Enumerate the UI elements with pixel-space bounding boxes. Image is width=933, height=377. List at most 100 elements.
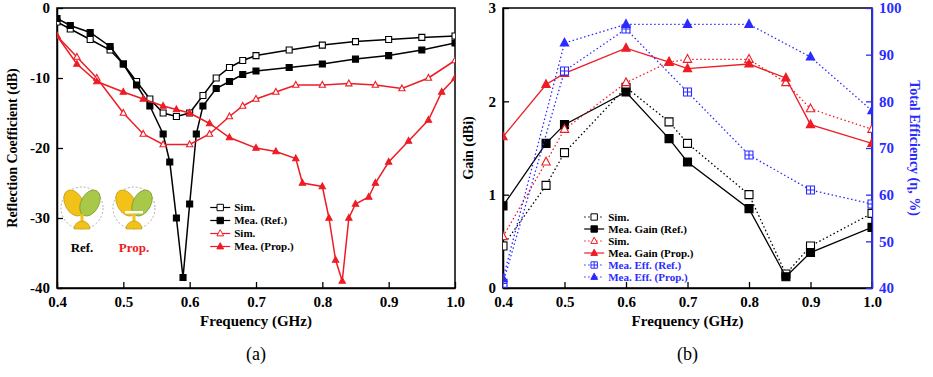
- series-marker: [452, 57, 455, 63]
- series-marker: [226, 113, 232, 119]
- y-axis-tick-mark: [57, 8, 63, 9]
- series-marker: [561, 67, 569, 75]
- inset-right-patch: [127, 186, 156, 219]
- y2-axis-tick: 80: [866, 94, 894, 110]
- series-marker: [560, 38, 568, 46]
- legend-entry: Mea. (Prop.): [210, 240, 294, 253]
- legend: Sim.Mea. (Ref.)Sim.Mea. (Prop.): [210, 201, 294, 253]
- series-marker: [193, 131, 199, 137]
- series-marker: [160, 131, 166, 137]
- inset-slot: [125, 211, 143, 214]
- y2-axis-tick-mark: [866, 148, 872, 149]
- series-marker: [293, 81, 299, 87]
- x-axis-tick-mark: [749, 282, 750, 288]
- series-marker: [425, 116, 431, 122]
- y-axis-tick-mark: [57, 218, 63, 219]
- x-axis-tick: 0.7: [679, 282, 698, 310]
- legend-entry: Mea. (Ref.): [210, 214, 287, 227]
- series-marker: [107, 44, 113, 50]
- y-axis-tick: -20: [30, 140, 63, 156]
- plot-frame: [57, 8, 455, 288]
- y-axis-tick-label: -40: [30, 280, 50, 296]
- plot-frame: [503, 8, 872, 288]
- legend-entry: Sim.: [584, 211, 629, 223]
- x-axis-tick: 0.5: [556, 282, 575, 310]
- y2-axis-tick: 90: [866, 47, 894, 63]
- series-marker: [868, 209, 872, 217]
- series-marker: [240, 58, 246, 64]
- x-axis-tick: 1.0: [446, 282, 465, 310]
- series-marker: [683, 64, 691, 72]
- series-marker: [503, 132, 507, 140]
- x-axis-tick-mark: [687, 282, 688, 288]
- series-marker: [386, 53, 392, 59]
- y2-axis-tick-mark: [866, 101, 872, 102]
- series-marker: [665, 118, 673, 126]
- y-axis-tick-label: -10: [30, 70, 50, 86]
- legend-entry: Sim.: [210, 201, 255, 213]
- legend-label: Mea. (Ref.): [234, 214, 287, 227]
- inset-label: Ref.: [71, 240, 94, 255]
- legend-marker: [591, 262, 597, 268]
- series-marker: [561, 149, 569, 157]
- y2-axis-tick-mark: [866, 241, 872, 242]
- series-marker: [187, 109, 193, 115]
- x-axis-tick-label: 0.8: [313, 294, 332, 310]
- x-axis-tick-mark: [123, 282, 124, 288]
- x-axis-tick-label: 0.9: [380, 294, 399, 310]
- series-marker: [868, 223, 872, 231]
- series-marker: [352, 200, 358, 206]
- series-marker: [346, 214, 352, 220]
- series-marker: [745, 191, 753, 199]
- series-marker: [683, 55, 691, 63]
- series-marker: [286, 65, 292, 71]
- series-marker: [745, 20, 753, 28]
- series-line: [503, 92, 872, 277]
- series-marker: [868, 139, 872, 147]
- series-marker: [386, 37, 392, 43]
- series-marker: [745, 151, 753, 159]
- series-marker: [187, 141, 193, 147]
- x-axis-tick: 0.7: [247, 282, 266, 310]
- legend-marker: [217, 204, 223, 210]
- plot-area: [503, 20, 872, 288]
- legend-label: Sim.: [234, 227, 255, 239]
- series-line: [503, 24, 872, 278]
- series-marker: [213, 75, 219, 81]
- series-marker: [806, 104, 814, 112]
- series-marker: [187, 201, 193, 207]
- x-axis-tick-label: 0.8: [740, 294, 759, 310]
- series-marker: [745, 205, 753, 213]
- y2-axis-tick-label: 40: [879, 280, 894, 296]
- series-marker: [503, 242, 507, 250]
- x-axis-tick-mark: [564, 282, 565, 288]
- legend-entry: Mea. Gain (Ref.): [584, 223, 687, 236]
- series-marker: [782, 273, 790, 281]
- series-marker: [167, 159, 173, 165]
- x-axis-tick-label: 0.6: [617, 294, 636, 310]
- x-axis-tick-label: 0.4: [494, 294, 513, 310]
- x-axis-tick-mark: [190, 282, 191, 288]
- series-marker: [399, 85, 405, 91]
- y-axis-tick-label: -20: [30, 140, 50, 156]
- series-marker: [366, 193, 372, 199]
- x-axis-title: Frequency (GHz): [632, 313, 744, 330]
- x-axis-tick: 0.5: [114, 282, 133, 310]
- series-marker: [273, 88, 279, 94]
- inset-right-patch: [75, 186, 104, 219]
- x-axis-title: Frequency (GHz): [200, 313, 312, 330]
- series-marker: [353, 56, 359, 62]
- y-axis-title: Reflection Coefficient (dB): [5, 68, 21, 228]
- series-marker: [332, 256, 338, 262]
- y2-axis-tick-label: 50: [879, 234, 894, 250]
- y-axis-tick: -30: [30, 210, 63, 226]
- legend-marker: [591, 214, 597, 220]
- y2-axis-tick-label: 100: [879, 0, 902, 16]
- y2-axis-tick-mark: [866, 55, 872, 56]
- series-marker: [425, 74, 431, 80]
- series-line: [503, 87, 872, 274]
- series-marker: [868, 125, 872, 133]
- series-marker: [67, 23, 73, 29]
- inset-label: Prop.: [119, 240, 149, 255]
- x-axis-tick-label: 0.6: [181, 294, 200, 310]
